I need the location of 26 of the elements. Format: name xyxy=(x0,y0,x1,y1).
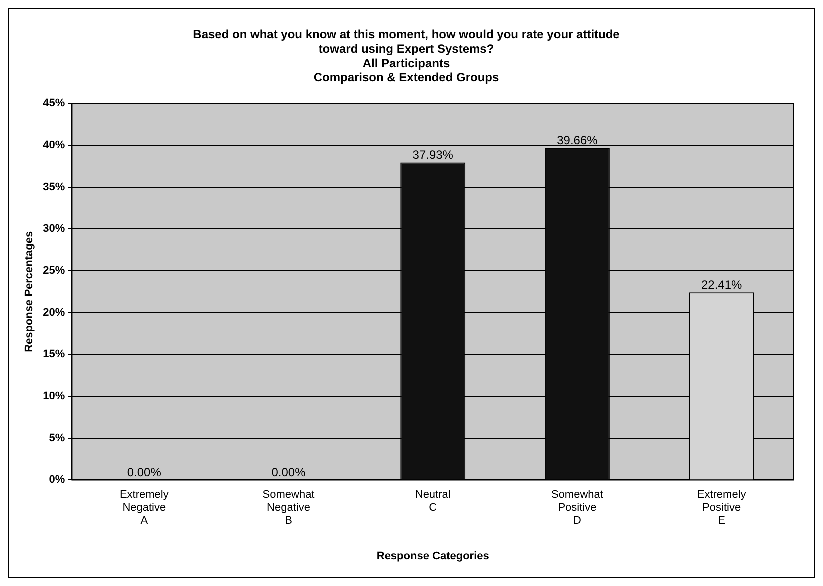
data-label: 0.00% xyxy=(127,466,162,480)
y-axis-title: Response Percentages xyxy=(24,231,36,352)
y-tick-label: 20% xyxy=(43,306,66,319)
y-tick-label: 45% xyxy=(43,98,66,110)
text: Comparison & Extended Groups xyxy=(314,70,500,85)
x-tick-label: Somewhat Positive D xyxy=(551,488,604,528)
y-tick-label: 10% xyxy=(43,390,66,403)
y-tick-label: 0% xyxy=(49,474,66,486)
data-label: 0.00% xyxy=(272,466,306,480)
x-tick-label: Extremely Positive E xyxy=(697,488,747,528)
y-tick-label: 30% xyxy=(43,223,66,236)
y-tick-label: 5% xyxy=(49,432,66,444)
data-label: 39.66% xyxy=(557,134,598,148)
data-label: 22.41% xyxy=(701,278,742,292)
text: toward using Expert Systems? xyxy=(318,42,494,56)
x-axis-title: Response Categories xyxy=(376,550,490,562)
y-tick-label: 15% xyxy=(43,348,66,361)
y-tick-label: 40% xyxy=(43,139,66,152)
data-label: 37.93% xyxy=(412,148,454,162)
y-tick-label: 35% xyxy=(43,181,66,194)
y-tick-label: 25% xyxy=(43,265,66,278)
text: Based on what you know at this moment, how would you rate your attitude xyxy=(193,28,620,42)
x-tick-label: Somewhat Negative B xyxy=(262,488,315,528)
x-tick-label: Neutral C xyxy=(415,488,451,514)
x-tick-label: Extremely Negative A xyxy=(120,488,170,528)
text: All Participants xyxy=(362,56,450,70)
